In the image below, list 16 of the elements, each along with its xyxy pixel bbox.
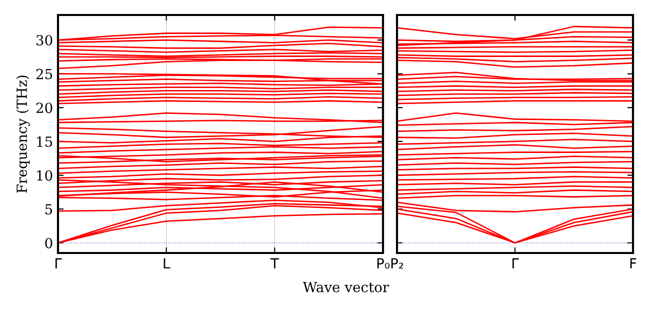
x-axis-title: Wave vector xyxy=(302,282,390,292)
x-tick-label: Γ xyxy=(55,258,62,268)
x-tick-label: T xyxy=(270,258,279,268)
y-tick-label: 5 xyxy=(45,204,52,215)
y-tick-label: 20 xyxy=(36,102,52,114)
y-tick-label: 15 xyxy=(37,136,52,147)
x-tick-label: P₀ xyxy=(377,258,390,269)
y-axis-title: Frequency (THz) xyxy=(16,76,30,193)
x-tick-label: P₂ xyxy=(391,258,404,268)
x-tick-label: Γ xyxy=(512,258,519,268)
y-tick-label: 10 xyxy=(37,170,52,181)
x-tick-label: L xyxy=(164,258,170,268)
y-tick-label: 0 xyxy=(45,238,52,248)
x-tick-label: F xyxy=(630,258,636,268)
y-tick-label: 25 xyxy=(36,68,52,80)
y-tick-label: 30 xyxy=(36,34,52,46)
